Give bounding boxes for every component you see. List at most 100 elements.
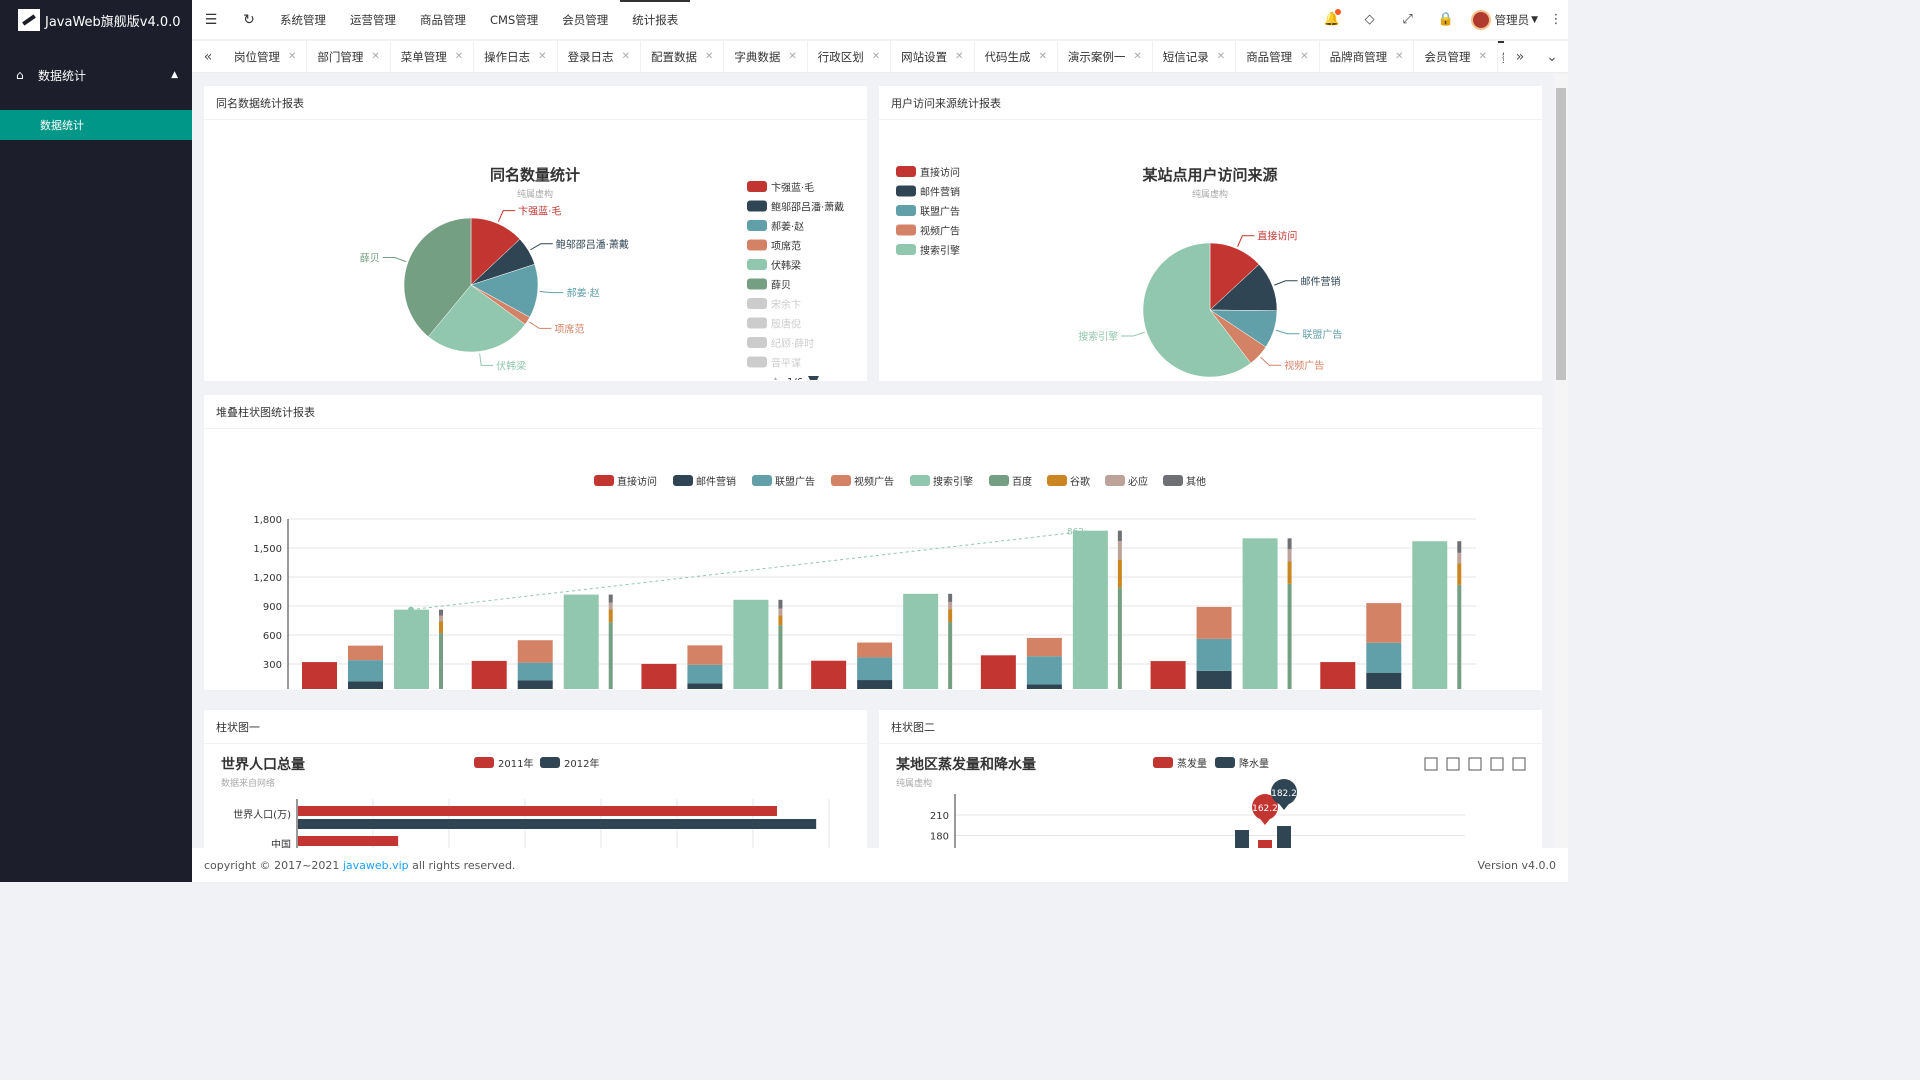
card-bar-one: 柱状图一 世界人口总量 数据来自网络 2011年 2012年 世界人口(万) 中国 — [204, 710, 867, 848]
tab-14[interactable]: 会员管理 ✕ — [1414, 40, 1498, 73]
scrollbar-thumb[interactable] — [1556, 88, 1566, 380]
footer-link[interactable]: javaweb.vip — [342, 858, 409, 872]
pie-label-line — [1275, 329, 1300, 335]
pie-label: 视频广告 — [1284, 359, 1324, 372]
fullscreen-icon[interactable]: ⤢ — [1402, 12, 1413, 27]
close-icon[interactable]: ✕ — [454, 51, 464, 62]
refresh-icon[interactable]: ↻ — [243, 11, 255, 28]
y-tick-label: 1,500 — [253, 544, 282, 555]
bar — [1235, 830, 1249, 848]
tab-8[interactable]: 网站设置 ✕ — [891, 40, 975, 73]
bar-search-detail — [948, 622, 953, 693]
avatar — [1470, 9, 1491, 30]
more-icon[interactable]: ⋮ — [1549, 12, 1563, 27]
legend-swatch — [747, 200, 767, 212]
tabs-left-icon[interactable]: « — [203, 48, 213, 65]
sidebar-item-stats[interactable]: 数据统计 — [0, 110, 192, 140]
nav-operation[interactable]: 运营管理 — [350, 12, 396, 27]
legend-label: 搜索引擎 — [933, 475, 973, 488]
close-icon[interactable]: ✕ — [704, 51, 714, 62]
legend-label: 蒸发量 — [1177, 757, 1207, 770]
nav-report[interactable]: 统计报表 — [620, 0, 691, 40]
close-icon[interactable]: ✕ — [371, 51, 380, 62]
bar-stack — [348, 645, 383, 661]
bar-stack — [517, 680, 553, 693]
close-icon[interactable]: ✕ — [538, 51, 547, 62]
tab-13[interactable]: 品牌商管理 ✕ — [1320, 40, 1415, 73]
bell-icon[interactable]: 🔔 — [1313, 9, 1351, 27]
nav-cms[interactable]: CMS管理 — [490, 12, 539, 27]
legend-label: 伏韩梁 — [771, 259, 801, 272]
tab-5[interactable]: 配置数据 ✕ — [641, 40, 725, 73]
tab-11[interactable]: 短信记录 ✕ — [1153, 40, 1237, 73]
tab-10[interactable]: 演示案例一 ✕ — [1058, 40, 1153, 73]
user-menu[interactable]: 管理员 ▼ — [1465, 9, 1544, 30]
bar-search — [733, 599, 769, 693]
pie-slice — [403, 217, 472, 337]
close-icon[interactable]: ✕ — [788, 51, 797, 62]
tab-label: 登录日志 — [567, 49, 614, 64]
card-pie-name-stats: 同名数据统计报表 同名数量统计 纯属虚构 卞强蓝·毛 鲍邬邵吕潘·萧戴 郝姜·赵 项席范伏… — [204, 86, 867, 388]
sidebar-group-stats[interactable]: ⌂ 数据统计 ▲ — [0, 40, 192, 110]
tab-label: 部门管理 — [317, 49, 364, 64]
tabs-right-icon[interactable]: » — [1515, 48, 1525, 65]
tab-label: 品牌商管理 — [1329, 49, 1388, 64]
bar-direct — [302, 662, 337, 693]
bar-direct — [471, 660, 507, 693]
close-icon[interactable]: ✕ — [621, 51, 630, 62]
bar-direct — [1150, 661, 1186, 693]
bar-search-detail — [608, 609, 613, 623]
close-icon[interactable]: ✕ — [1133, 51, 1142, 62]
tab-6[interactable]: 字典数据 ✕ — [724, 40, 808, 73]
rights-text: all rights reserved. — [412, 858, 516, 872]
mark-line-start — [408, 606, 414, 613]
bar-search-detail — [948, 609, 953, 623]
document-icon — [1424, 757, 1438, 771]
tag-icon[interactable]: ◇ — [1364, 12, 1375, 27]
close-icon[interactable]: ✕ — [1300, 51, 1309, 62]
tab-list: 岗位管理 ✕ 部门管理 ✕ 菜单管理 ✕ 操作日志 ✕ 登录日志 ✕ 配置数据 ✕ 字典数据 ✕ 行政区划 ✕… — [224, 40, 1504, 73]
bar-search-detail — [1287, 538, 1292, 549]
bar-chart-icon — [1468, 757, 1482, 771]
tab-4[interactable]: 登录日志 ✕ — [558, 40, 641, 73]
pie-label: 卞强蓝·毛 — [518, 205, 561, 218]
bar-stack — [687, 645, 723, 665]
pie-label-line — [528, 321, 552, 329]
lock-icon[interactable]: 🔒 — [1437, 12, 1454, 27]
close-icon[interactable]: ✕ — [1395, 51, 1404, 62]
nav-system[interactable]: 系统管理 — [280, 12, 326, 27]
tabs-dropdown-icon[interactable]: ⌄ — [1546, 48, 1558, 65]
legend-next-icon — [808, 376, 819, 387]
legend-label: 联盟广告 — [920, 205, 960, 218]
bar-stack — [517, 662, 553, 681]
tab-9[interactable]: 代码生成 ✕ — [975, 40, 1058, 73]
legend-swatch — [1105, 475, 1125, 486]
tab-12[interactable]: 商品管理 ✕ — [1236, 40, 1320, 73]
close-icon[interactable]: ✕ — [955, 51, 964, 62]
close-icon[interactable]: ✕ — [1216, 51, 1226, 62]
nav-member[interactable]: 会员管理 — [562, 12, 609, 27]
page-scrollbar[interactable] — [1554, 74, 1568, 848]
bar-stack — [517, 640, 553, 663]
app-logo[interactable]: JavaWeb旗舰版v4.0.0 — [0, 0, 192, 40]
mark-point — [1252, 794, 1278, 820]
bar — [298, 819, 817, 829]
tab-1[interactable]: 部门管理 ✕ — [307, 40, 391, 73]
close-icon[interactable]: ✕ — [288, 51, 297, 62]
close-icon[interactable]: ✕ — [1038, 51, 1047, 62]
card-title: 柱状图二 — [879, 710, 1542, 744]
tab-0[interactable]: 岗位管理 ✕ — [224, 40, 308, 73]
legend-label: 项席范 — [771, 240, 801, 253]
menu-toggle-icon[interactable]: ☰ — [204, 11, 218, 28]
nav-goods[interactable]: 商品管理 — [420, 12, 466, 27]
tab-active-partial[interactable]: 数 — [1497, 40, 1504, 73]
mark-point-label: 182.2 — [1271, 789, 1297, 799]
close-icon[interactable]: ✕ — [1478, 51, 1487, 62]
tab-3[interactable]: 操作日志 ✕ — [474, 40, 558, 73]
tab-2[interactable]: 菜单管理 ✕ — [391, 40, 475, 73]
pie-slice — [427, 284, 526, 353]
tab-bar: « 岗位管理 ✕ 部门管理 ✕ 菜单管理 ✕ 操作日志 ✕ 登录日志 ✕ 配置数据 ✕ 字典数据 ✕ 行政区… — [192, 40, 1568, 73]
tab-7[interactable]: 行政区划 ✕ — [808, 40, 892, 73]
close-icon[interactable]: ✕ — [871, 51, 881, 62]
